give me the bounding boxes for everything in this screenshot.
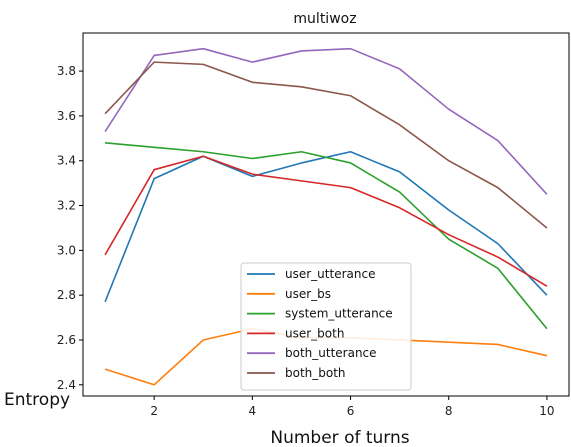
y-tick-label: 2.4: [57, 378, 76, 392]
series-line-user-both: [104, 155, 548, 287]
legend-entry-label: user_utterance: [285, 267, 375, 281]
series-line-both-utterance: [104, 47, 548, 195]
y-tick-label: 3.0: [57, 243, 76, 257]
y-tick-label: 3.8: [57, 64, 76, 78]
x-tick-label: 2: [150, 404, 158, 418]
legend-entry-label: user_both: [285, 326, 344, 340]
axis-ticks: 2 4 6 8 10 2.4 2.6 2.8 3.0 3.2 3.4 3.6 3.8: [57, 64, 555, 418]
series-line-system-utterance: [105, 141, 548, 330]
y-tick-label: 3.4: [57, 154, 76, 168]
series-line-both-both: [104, 61, 548, 229]
x-tick-label: 6: [347, 404, 355, 418]
legend: user_utterance user_bs system_utteranceuse…: [240, 262, 412, 391]
y-tick-label: 3.2: [57, 199, 76, 213]
legend-entry-label: both_both: [285, 366, 346, 380]
y-tick-label: 3.6: [57, 109, 76, 123]
plot-frame: [82, 32, 570, 397]
y-axis-label: Entropy: [4, 390, 70, 410]
legend-entry-label: both_utterance: [285, 346, 377, 360]
plot-area: [82, 32, 570, 397]
legend-box: [240, 262, 412, 391]
x-tick-label: 8: [445, 404, 453, 418]
legend-entry-label: user_bs: [285, 287, 331, 301]
legend-entry-label: system_utterance: [285, 307, 393, 321]
y-tick-label: 2.8: [57, 288, 76, 302]
y-tick-label: 2.6: [57, 333, 76, 347]
chart-title: multiwoz: [293, 11, 356, 27]
x-axis-label: Number of turns: [270, 428, 409, 447]
x-tick-label: 10: [539, 404, 554, 418]
x-tick-label: 4: [249, 404, 257, 418]
